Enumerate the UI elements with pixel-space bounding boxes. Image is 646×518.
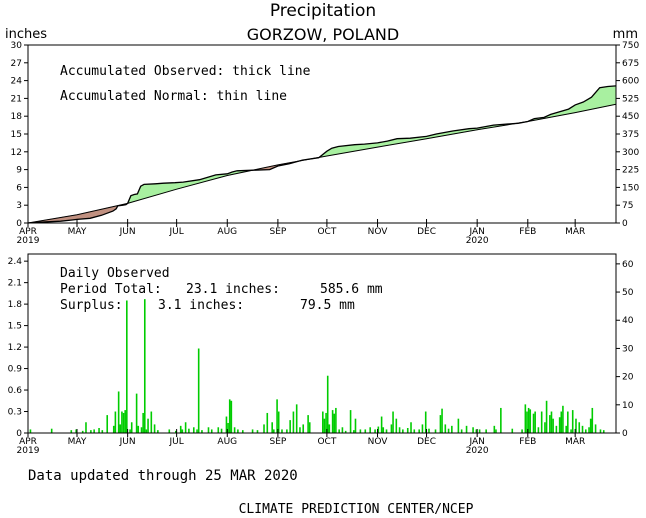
y-tick-label-right: 75: [622, 201, 633, 211]
period-total-inches: 23.1 inches:: [186, 282, 280, 297]
y-tick-label-right: 0: [622, 429, 628, 439]
y-tick-label-left: 12: [11, 148, 22, 158]
daily-frame: [27, 253, 617, 434]
x-tick-label: JAN: [468, 227, 484, 237]
x-tick-label: APR: [19, 437, 37, 447]
x-tick-label: FEB: [519, 227, 536, 237]
x-tick-label: JUN: [119, 227, 136, 237]
x-year-label: 2019: [17, 236, 40, 246]
y-tick-label-right: 750: [622, 41, 639, 51]
credit-line: CLIMATE PREDICTION CENTER/NCEP: [239, 502, 474, 517]
y-tick-label-right: 600: [622, 77, 639, 87]
y-tick-label-right: 40: [622, 316, 634, 326]
daily-axes: 0 0.3 0.6 0.9 1.2 1.5 1.8 2.1 2.4 0 10 20 30 40 50 60 AP…: [8, 257, 634, 456]
y-tick-label-right: 375: [622, 130, 639, 140]
x-tick-label: MAR: [565, 227, 585, 237]
left-unit-label: inches: [5, 27, 47, 42]
surplus-inches: 3.1 inches:: [158, 298, 244, 313]
daily-bars: [29, 299, 605, 433]
x-tick-label: NOV: [368, 227, 389, 237]
y-tick-label-left: 1.8: [8, 300, 23, 310]
y-tick-label-right: 20: [622, 373, 634, 383]
x-tick-label: JAN: [468, 437, 484, 447]
surplus-mm: 79.5 mm: [300, 298, 355, 313]
y-tick-label-left: 0.3: [8, 408, 22, 418]
y-tick-label-left: 6: [16, 183, 22, 193]
y-tick-label-right: 10: [622, 401, 634, 411]
x-tick-label: FEB: [519, 437, 536, 447]
period-total-mm: 585.6 mm: [320, 282, 383, 297]
y-tick-label-left: 18: [11, 112, 23, 122]
period-total-label: Period Total:: [60, 282, 162, 297]
legend-observed: Accumulated Observed: thick line: [60, 64, 311, 79]
x-tick-label: SEP: [269, 437, 286, 447]
x-tick-label: JUL: [169, 227, 184, 237]
x-tick-label: DEC: [417, 227, 436, 237]
y-tick-label-right: 300: [622, 148, 639, 158]
y-tick-label-right: 50: [622, 288, 634, 298]
legend-normal: Accumulated Normal: thin line: [60, 89, 287, 104]
x-tick-label: NOV: [368, 437, 389, 447]
x-tick-label: MAY: [68, 437, 87, 447]
surplus-label: Surplus:: [60, 298, 123, 313]
y-tick-label-left: 0: [16, 219, 22, 229]
observed-line: [27, 85, 617, 224]
y-tick-label-left: 1.2: [8, 343, 22, 353]
y-tick-label-left: 27: [11, 59, 22, 69]
y-tick-label-left: 30: [11, 41, 23, 51]
y-tick-label-left: 0: [16, 429, 22, 439]
y-tick-label-right: 150: [622, 183, 639, 193]
x-tick-label: APR: [19, 227, 37, 237]
y-tick-label-left: 15: [11, 130, 22, 140]
y-tick-label-right: 225: [622, 166, 639, 176]
x-tick-label: OCT: [317, 437, 336, 447]
y-tick-label-left: 24: [11, 77, 23, 87]
chart-title: Precipitation: [270, 1, 376, 21]
daily-title: Daily Observed: [60, 266, 170, 281]
accumulated-axes: 0369121518212427300751502253003754505256…: [11, 41, 640, 246]
right-unit-label: mm: [613, 27, 638, 42]
y-tick-label-left: 1.5: [8, 322, 22, 332]
x-tick-label: JUN: [119, 437, 136, 447]
accumulated-panel: 0369121518212427300751502253003754505256…: [11, 41, 640, 246]
daily-panel: 0 0.3 0.6 0.9 1.2 1.5 1.8 2.1 2.4 0 10 20 30 40 50 60 AP…: [8, 253, 634, 456]
y-tick-label-left: 2.1: [8, 279, 22, 289]
x-tick-label: DEC: [417, 437, 436, 447]
y-tick-label-left: 9: [16, 166, 22, 176]
data-updated-note: Data updated through 25 MAR 2020: [28, 468, 298, 484]
x-tick-label: AUG: [217, 227, 237, 237]
y-tick-label-left: 21: [11, 94, 22, 104]
x-year-label: 2020: [466, 446, 489, 456]
x-tick-label: SEP: [269, 227, 286, 237]
accumulated-lines: [27, 85, 617, 224]
y-tick-label-right: 60: [622, 260, 634, 270]
x-tick-label: JUL: [169, 437, 184, 447]
y-tick-label-right: 0: [622, 219, 628, 229]
y-tick-label-right: 675: [622, 59, 639, 69]
y-tick-label-left: 3: [16, 201, 22, 211]
y-tick-label-left: 0.9: [8, 365, 23, 375]
y-tick-label-right: 450: [622, 112, 639, 122]
x-tick-label: AUG: [217, 437, 237, 447]
x-year-label: 2019: [17, 446, 40, 456]
x-tick-label: MAY: [68, 227, 87, 237]
y-tick-label-left: 0.6: [8, 386, 23, 396]
x-year-label: 2020: [466, 236, 489, 246]
y-tick-label-right: 525: [622, 94, 639, 104]
x-tick-label: OCT: [317, 227, 336, 237]
y-tick-label-right: 30: [622, 344, 634, 354]
y-tick-label-left: 2.4: [8, 257, 23, 267]
x-tick-label: MAR: [565, 437, 585, 447]
chart-location: GORZOW, POLAND: [247, 25, 399, 44]
